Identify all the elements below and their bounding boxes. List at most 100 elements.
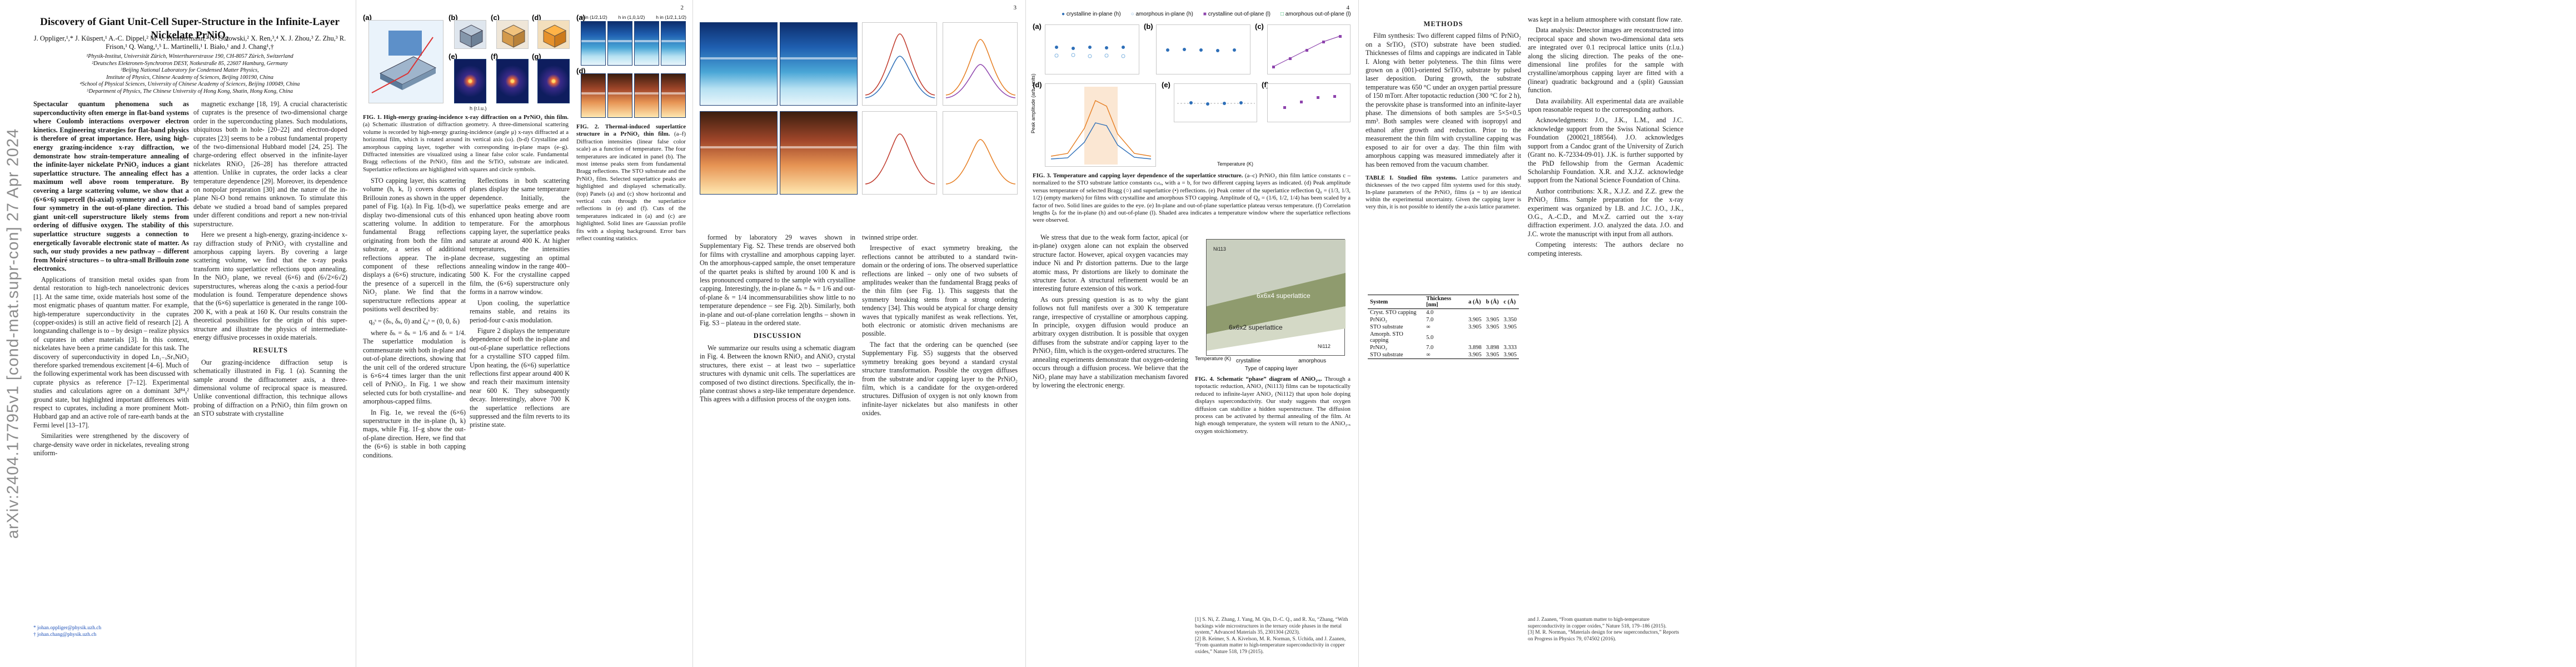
- fig-panel-label: (c): [1255, 22, 1264, 31]
- footnotes: * johan.oppliger@physik.uzh.ch † johan.c…: [33, 625, 189, 638]
- table-cell: Amorph. STO capping: [1370, 331, 1403, 344]
- column-right: twinned stripe order. Irrespective of ex…: [862, 233, 1018, 420]
- paragraph: Upon cooling, the superlattice remains s…: [470, 298, 570, 324]
- fig-panel-label: (a): [1033, 22, 1042, 31]
- paragraph: We stress that due to the weak form fact…: [1033, 233, 1188, 293]
- table-cell: ∞: [1426, 352, 1431, 358]
- fig3-peak-center: [1177, 101, 1255, 106]
- fig-panel-label: (d): [1033, 81, 1042, 89]
- fig3-panel: [1174, 83, 1257, 122]
- affiliation: ¹Physik-Institut, Universität Zürich, Wi…: [86, 53, 293, 59]
- fig3-scatter: [1272, 35, 1342, 68]
- scattering-geometry-diagram: [371, 31, 437, 93]
- crystal-cube-diagram: [542, 24, 567, 48]
- fig-panel-label: (e): [449, 52, 457, 61]
- reference: [3] M. R. Norman, “Materials design for …: [1528, 630, 1680, 642]
- affiliation: Institute of Physics, Chinese Academy of…: [106, 74, 273, 81]
- column-right: Reflections in both scattering planes di…: [470, 177, 570, 432]
- paragraph: formed by laboratory 29 waves shown in S…: [700, 233, 855, 327]
- paragraph: Irrespective of exact symmetry breaking,…: [862, 244, 1018, 338]
- line-cut-plot: [865, 133, 935, 185]
- caption-lead: FIG. 3. Temperature and capping layer de…: [1033, 172, 1243, 179]
- column-header: b (Å): [1486, 298, 1499, 305]
- page-1: Discovery of Giant Unit-Cell Super-Struc…: [27, 0, 353, 667]
- table-cell: 3.898: [1486, 345, 1499, 351]
- fig3-scatter: [1166, 48, 1236, 52]
- table-cell: [1501, 309, 1519, 317]
- affiliations: ¹Physik-Institut, Universität Zürich, Wi…: [33, 53, 346, 96]
- fig4-phase-diagram: Ni113 6x6x4 superlattice 6x6x2 superlatt…: [1206, 239, 1346, 356]
- fig3-panel: [1267, 83, 1351, 122]
- section-heading: METHODS: [1423, 20, 1463, 28]
- fig2-temperature-map: [634, 21, 659, 66]
- section-heading: DISCUSSION: [753, 332, 802, 340]
- legend-item: ○ amorphous in-plane (h): [1130, 11, 1193, 17]
- paragraph: STO capping layer, this scattering volum…: [363, 177, 466, 313]
- table-cell: ∞: [1426, 324, 1431, 330]
- page-divider: [692, 0, 693, 667]
- paragraph: Similarities were strengthened by the di…: [33, 432, 189, 457]
- table-cell: 3.905: [1503, 352, 1517, 358]
- page-2: 2 (a) (b) (c) (d): [358, 0, 690, 667]
- table-cell: [1466, 331, 1484, 344]
- table-cell: 3.350: [1503, 317, 1517, 323]
- fig2-temperature-map: [634, 73, 659, 118]
- table-cell: 7.0: [1426, 317, 1434, 323]
- fig1-crystal-cube: [496, 20, 529, 49]
- section-heading: RESULTS: [253, 346, 288, 355]
- table-cell: 3.905: [1503, 324, 1517, 330]
- column-header: c (Å): [1503, 298, 1516, 305]
- line-cut-plot: [945, 39, 1016, 98]
- table-cell: [1466, 309, 1484, 317]
- fig3-panel: [1156, 24, 1250, 74]
- fig2-temperature-map: [661, 73, 686, 118]
- reference: [2] B. Keimer, S. A. Kivelson, M. R. Nor…: [1195, 636, 1346, 655]
- table-cell: 3.905: [1468, 352, 1482, 358]
- column-header: a (Å): [1468, 298, 1481, 305]
- references: [1] S. Ni, Z. Zhang, J. Yang, M. Qin, D.…: [1195, 617, 1351, 656]
- email-link[interactable]: † johan.chang@physik.uzh.ch: [33, 631, 97, 638]
- fig2-panel-titles: h in (1/2,1/2) h in (1,0,1/2) h in (1/2,…: [581, 14, 686, 20]
- page-divider: [1358, 0, 1359, 667]
- film-systems-table: System Thickness [nm] a (Å) b (Å) c (Å) …: [1368, 295, 1519, 359]
- fig-panel-label: (d): [576, 67, 586, 75]
- column-left: We stress that due to the weak form fact…: [1033, 233, 1188, 392]
- axis-label: h (r.l.u.): [470, 106, 487, 111]
- table-cell: [1501, 331, 1519, 344]
- table-row: PrNiO₂ 7.0 3.898 3.898 3.333: [1368, 344, 1519, 351]
- fig3-panel: [1045, 24, 1139, 74]
- table-cell: 3.898: [1468, 345, 1482, 351]
- x-tick: crystalline: [1235, 358, 1261, 364]
- table-caption: TABLE I. Studied film systems. Lattice p…: [1366, 175, 1521, 211]
- affiliation: ⁵Department of Physics, The Chinese Univ…: [87, 88, 293, 94]
- column-header: Thickness [nm]: [1426, 296, 1452, 308]
- table-header-row: System Thickness [nm] a (Å) b (Å) c (Å): [1368, 295, 1519, 309]
- table-row: STO substrate ∞ 3.905 3.905 3.905: [1368, 351, 1519, 359]
- paragraph: twinned stripe order.: [862, 233, 918, 241]
- column-left: Spectacular quantum phenomena such as su…: [33, 100, 189, 460]
- legend-item: ■ crystalline out-of-plane (l): [1203, 11, 1270, 17]
- paragraph: Applications of transition metal oxides …: [33, 275, 189, 429]
- y-axis-label: Peak amplitude (arb. units): [1030, 73, 1036, 133]
- table-cell: 3.905: [1486, 324, 1499, 330]
- fig-panel-label: (b): [1144, 22, 1153, 31]
- table-cell: 3.333: [1503, 345, 1517, 351]
- paragraph: Reflections in both scattering planes di…: [470, 177, 570, 296]
- table-row: PrNiO₂ 7.0 3.905 3.905 3.350: [1368, 316, 1519, 323]
- references: and J. Zaanen, “From quantum matter to h…: [1528, 617, 1683, 643]
- fig4-x-ticks: crystalline amorphous: [1217, 358, 1345, 364]
- table-caption-text: Lattice parameters and thicknesses of th…: [1366, 175, 1522, 210]
- fig-panel-label: (f): [491, 52, 498, 61]
- fig-panel-label: (b): [449, 13, 458, 22]
- table-cell: [1484, 331, 1502, 344]
- fig3-caption: FIG. 3. Temperature and capping layer de…: [1033, 172, 1351, 225]
- fig1-diffraction-map: [496, 59, 529, 103]
- email-link[interactable]: * johan.oppliger@physik.uzh.ch: [33, 625, 102, 631]
- table-cell: [1484, 309, 1502, 317]
- fig2-large-map: [780, 22, 858, 106]
- line-cut-plot: [865, 33, 935, 98]
- arxiv-stamp: arXiv:2404.17795v1 [cond-mat.supr-con] 2…: [2, 89, 24, 578]
- fig-panel-label: (d): [532, 13, 541, 22]
- fig2-line-cuts: [862, 22, 937, 106]
- caption-lead: FIG. 2. Thermal-induced superlattice str…: [576, 123, 686, 138]
